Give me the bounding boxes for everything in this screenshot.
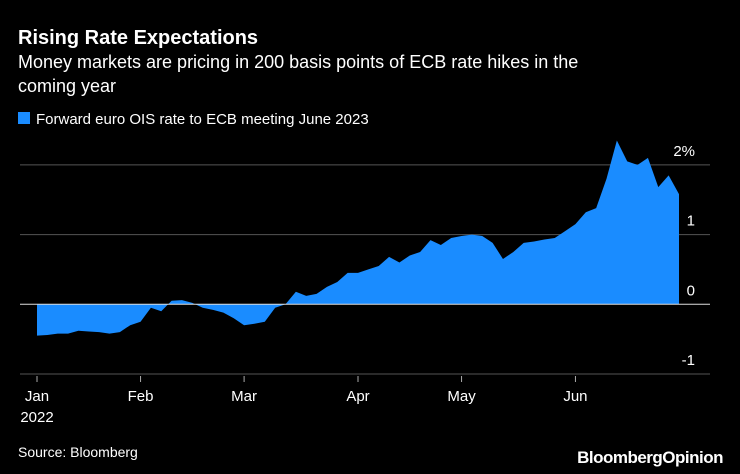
legend-label: Forward euro OIS rate to ECB meeting Jun… bbox=[36, 111, 369, 128]
source: Source: Bloomberg bbox=[18, 444, 138, 460]
x-tick-label: Feb bbox=[128, 388, 154, 405]
x-year-label: 2022 bbox=[20, 409, 53, 426]
y-tick-label: 1 bbox=[687, 213, 695, 230]
chart-title: Rising Rate Expectations bbox=[18, 27, 258, 49]
area bbox=[37, 140, 679, 336]
legend-swatch bbox=[18, 112, 30, 124]
x-tick-label: Mar bbox=[231, 388, 257, 405]
chart-subtitle: Money markets are pricing in 200 basis p… bbox=[18, 52, 578, 72]
x-tick-label: Jan bbox=[25, 388, 49, 405]
y-tick-label: -1 bbox=[682, 352, 695, 369]
logo: BloombergOpinion bbox=[577, 448, 723, 467]
x-tick-label: Jun bbox=[563, 388, 587, 405]
x-tick-label: Apr bbox=[346, 388, 369, 405]
y-tick-label: 2% bbox=[673, 143, 695, 160]
y-tick-label: 0 bbox=[687, 282, 695, 299]
chart-subtitle: coming year bbox=[18, 76, 116, 96]
x-tick-label: May bbox=[447, 388, 476, 405]
